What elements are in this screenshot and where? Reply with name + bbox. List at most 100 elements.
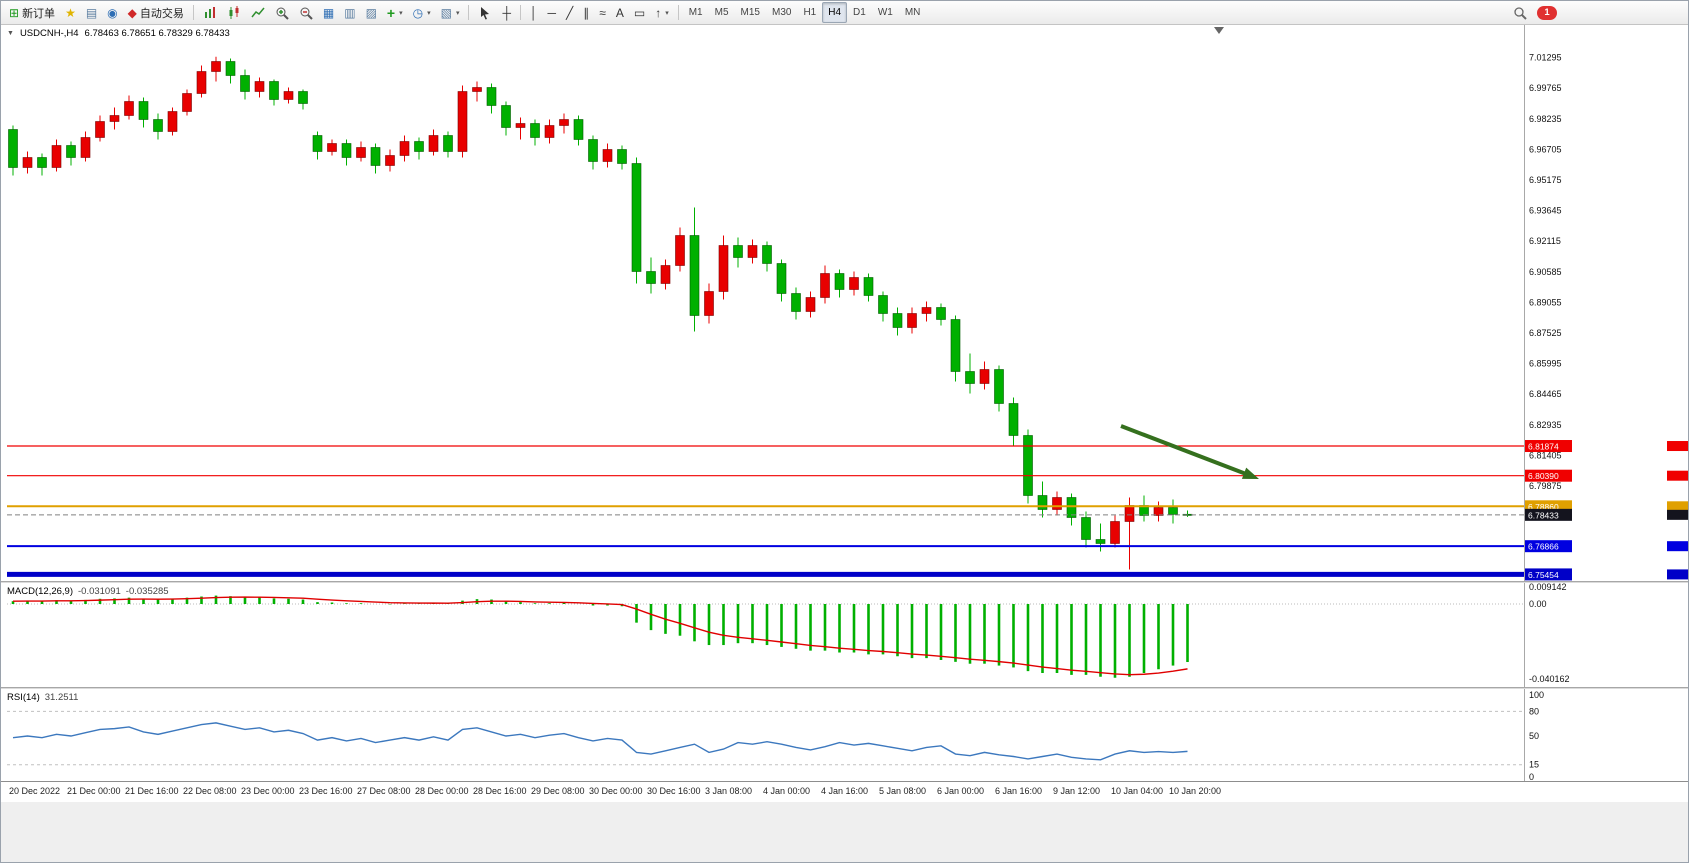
- timeframe-button-h1[interactable]: H1: [803, 7, 817, 18]
- trendline-tool-button[interactable]: ╱: [561, 2, 578, 23]
- zoom-out-button[interactable]: [294, 2, 318, 23]
- macd-pane[interactable]: 0.009142 0.00 -0.040162: [1, 583, 1689, 687]
- template-button[interactable]: ▧ ▾: [436, 2, 465, 23]
- one-click-trading-toggle[interactable]: ▼: [7, 30, 14, 37]
- zoom-in-button[interactable]: [270, 2, 294, 23]
- sound-button[interactable]: ◉: [102, 2, 122, 23]
- candle-body: [805, 297, 816, 312]
- timeframe-button-m15[interactable]: M15: [740, 7, 760, 18]
- price-tag-edge-pivot-gold: [1667, 501, 1688, 512]
- vertical-line-tool-button[interactable]: │: [525, 2, 543, 23]
- cursor-button[interactable]: [473, 2, 497, 23]
- text-tool-icon: A: [615, 5, 624, 20]
- main-price-pane[interactable]: 7.01295 6.99765 6.98235 6.96705 6.95175 6.936…: [1, 24, 1689, 581]
- channel-tool-button[interactable]: ∥: [578, 2, 594, 23]
- chart-shift-marker[interactable]: [1214, 27, 1224, 34]
- price-tag-label: 6.78860: [1528, 502, 1559, 512]
- candle-body: [80, 137, 91, 158]
- new-order-button[interactable]: ⊞ 新订单: [4, 2, 60, 23]
- dropdown-caret-icon: ▾: [399, 9, 403, 17]
- time-axis-label: 5 Jan 08:00: [879, 786, 927, 796]
- candle-body: [428, 135, 439, 152]
- favorites-button[interactable]: ★: [60, 2, 81, 23]
- time-axis-label: 30 Dec 00:00: [589, 786, 643, 796]
- crosshair-icon: ┼: [502, 5, 511, 20]
- time-axis-label: 23 Dec 00:00: [241, 786, 295, 796]
- timeframe-button-w1[interactable]: W1: [877, 7, 893, 18]
- macd-main-value: -0.031091: [78, 586, 121, 597]
- period-icon: ◷: [412, 5, 424, 20]
- arrange-windows-button[interactable]: ▨: [361, 2, 382, 23]
- timeframe-button-m1[interactable]: M1: [688, 7, 703, 18]
- time-axis-label: 10 Jan 04:00: [1111, 786, 1164, 796]
- candle-body: [1052, 497, 1062, 510]
- cascade-windows-button[interactable]: ▥: [339, 2, 360, 23]
- rsi-value: 31.2511: [44, 692, 79, 703]
- timeframe-button-d1[interactable]: D1: [853, 7, 866, 18]
- time-axis[interactable]: 20 Dec 2022 21 Dec 00:00 21 Dec 16:00 22 De…: [1, 781, 1688, 802]
- bar-chart-button[interactable]: [198, 2, 222, 23]
- candle-body: [501, 105, 511, 128]
- rsi-pane[interactable]: 100 80 50 15 0: [1, 689, 1689, 781]
- time-axis-label: 27 Dec 08:00: [357, 786, 411, 796]
- macd-name: MACD(12,26,9): [7, 586, 73, 597]
- tile-windows-button[interactable]: ▦: [318, 2, 339, 23]
- price-tag-label: 6.75454: [1528, 570, 1559, 580]
- symbol-title: USDCNH-,H4: [19, 28, 79, 39]
- candle-body: [1168, 507, 1178, 515]
- auto-trading-button[interactable]: ◆ 自动交易: [123, 2, 189, 23]
- price-axis-label: 6.90585: [1529, 267, 1562, 277]
- timeframe-button-mn[interactable]: MN: [904, 7, 921, 18]
- zoom-out-icon: [300, 7, 313, 20]
- time-axis-label: 6 Jan 16:00: [995, 786, 1043, 796]
- candle-body: [878, 295, 888, 314]
- price-scale-area[interactable]: [1524, 24, 1689, 581]
- text-tool-button[interactable]: A: [611, 2, 629, 23]
- price-axis-label: 6.87525: [1529, 328, 1562, 338]
- line-chart-button[interactable]: [246, 2, 270, 23]
- arrows-tool-button[interactable]: ↑ ▾: [650, 2, 674, 23]
- price-tag-edge-support-2: [1667, 569, 1688, 580]
- vertical-line-icon: │: [530, 5, 538, 20]
- candle-body: [1008, 403, 1019, 436]
- print-button[interactable]: ▤: [81, 2, 102, 23]
- timeframe-button-h4[interactable]: H4: [822, 2, 848, 23]
- notification-badge[interactable]: 1: [1537, 5, 1557, 20]
- period-selector-button[interactable]: ◷ ▾: [408, 2, 436, 23]
- horizontal-line-icon: ─: [547, 5, 557, 20]
- macd-signal-value: -0.035285: [125, 586, 169, 597]
- add-indicator-button[interactable]: + ▾: [382, 2, 408, 23]
- candle-body: [66, 145, 76, 158]
- crosshair-button[interactable]: ┼: [497, 2, 516, 23]
- price-axis-label: 6.98235: [1529, 114, 1562, 124]
- chart-window[interactable]: 7.01295 6.99765 6.98235 6.96705 6.95175 6.936…: [1, 24, 1688, 862]
- timeframe-button-m5[interactable]: M5: [714, 7, 729, 18]
- search-icon[interactable]: [1513, 6, 1527, 20]
- macd-axis-label: 0.009142: [1529, 583, 1567, 592]
- ohlc-values: 6.78463 6.78651 6.78329 6.78433: [84, 28, 230, 39]
- macd-pane-separator[interactable]: [1, 581, 1688, 583]
- candle-body: [965, 371, 975, 384]
- price-tag-resistance-2: [1525, 469, 1572, 482]
- candlestick-chart-button[interactable]: [222, 2, 246, 23]
- candle-body: [704, 291, 714, 316]
- timeframe-button-m30[interactable]: M30: [771, 7, 792, 18]
- trend-arrow-object[interactable]: [1120, 424, 1251, 478]
- candle-body: [95, 121, 105, 138]
- candle-body: [530, 123, 540, 138]
- candle-body: [312, 135, 323, 152]
- candle-body: [544, 125, 555, 138]
- candle-body: [370, 147, 381, 166]
- new-order-icon: ⊞: [9, 5, 20, 20]
- label-tool-button[interactable]: ▭: [629, 2, 650, 23]
- rsi-pane-separator[interactable]: [1, 687, 1688, 689]
- arrange-windows-icon: ▨: [365, 5, 377, 20]
- trend-arrow-head[interactable]: [1241, 467, 1259, 479]
- fibonacci-tool-button[interactable]: ≈: [594, 2, 611, 23]
- horizontal-line-tool-button[interactable]: ─: [543, 2, 562, 23]
- candle-body: [950, 319, 961, 372]
- toolbar-separator: [520, 5, 521, 20]
- candle-body: [733, 245, 743, 258]
- toolbar-separator: [677, 5, 679, 20]
